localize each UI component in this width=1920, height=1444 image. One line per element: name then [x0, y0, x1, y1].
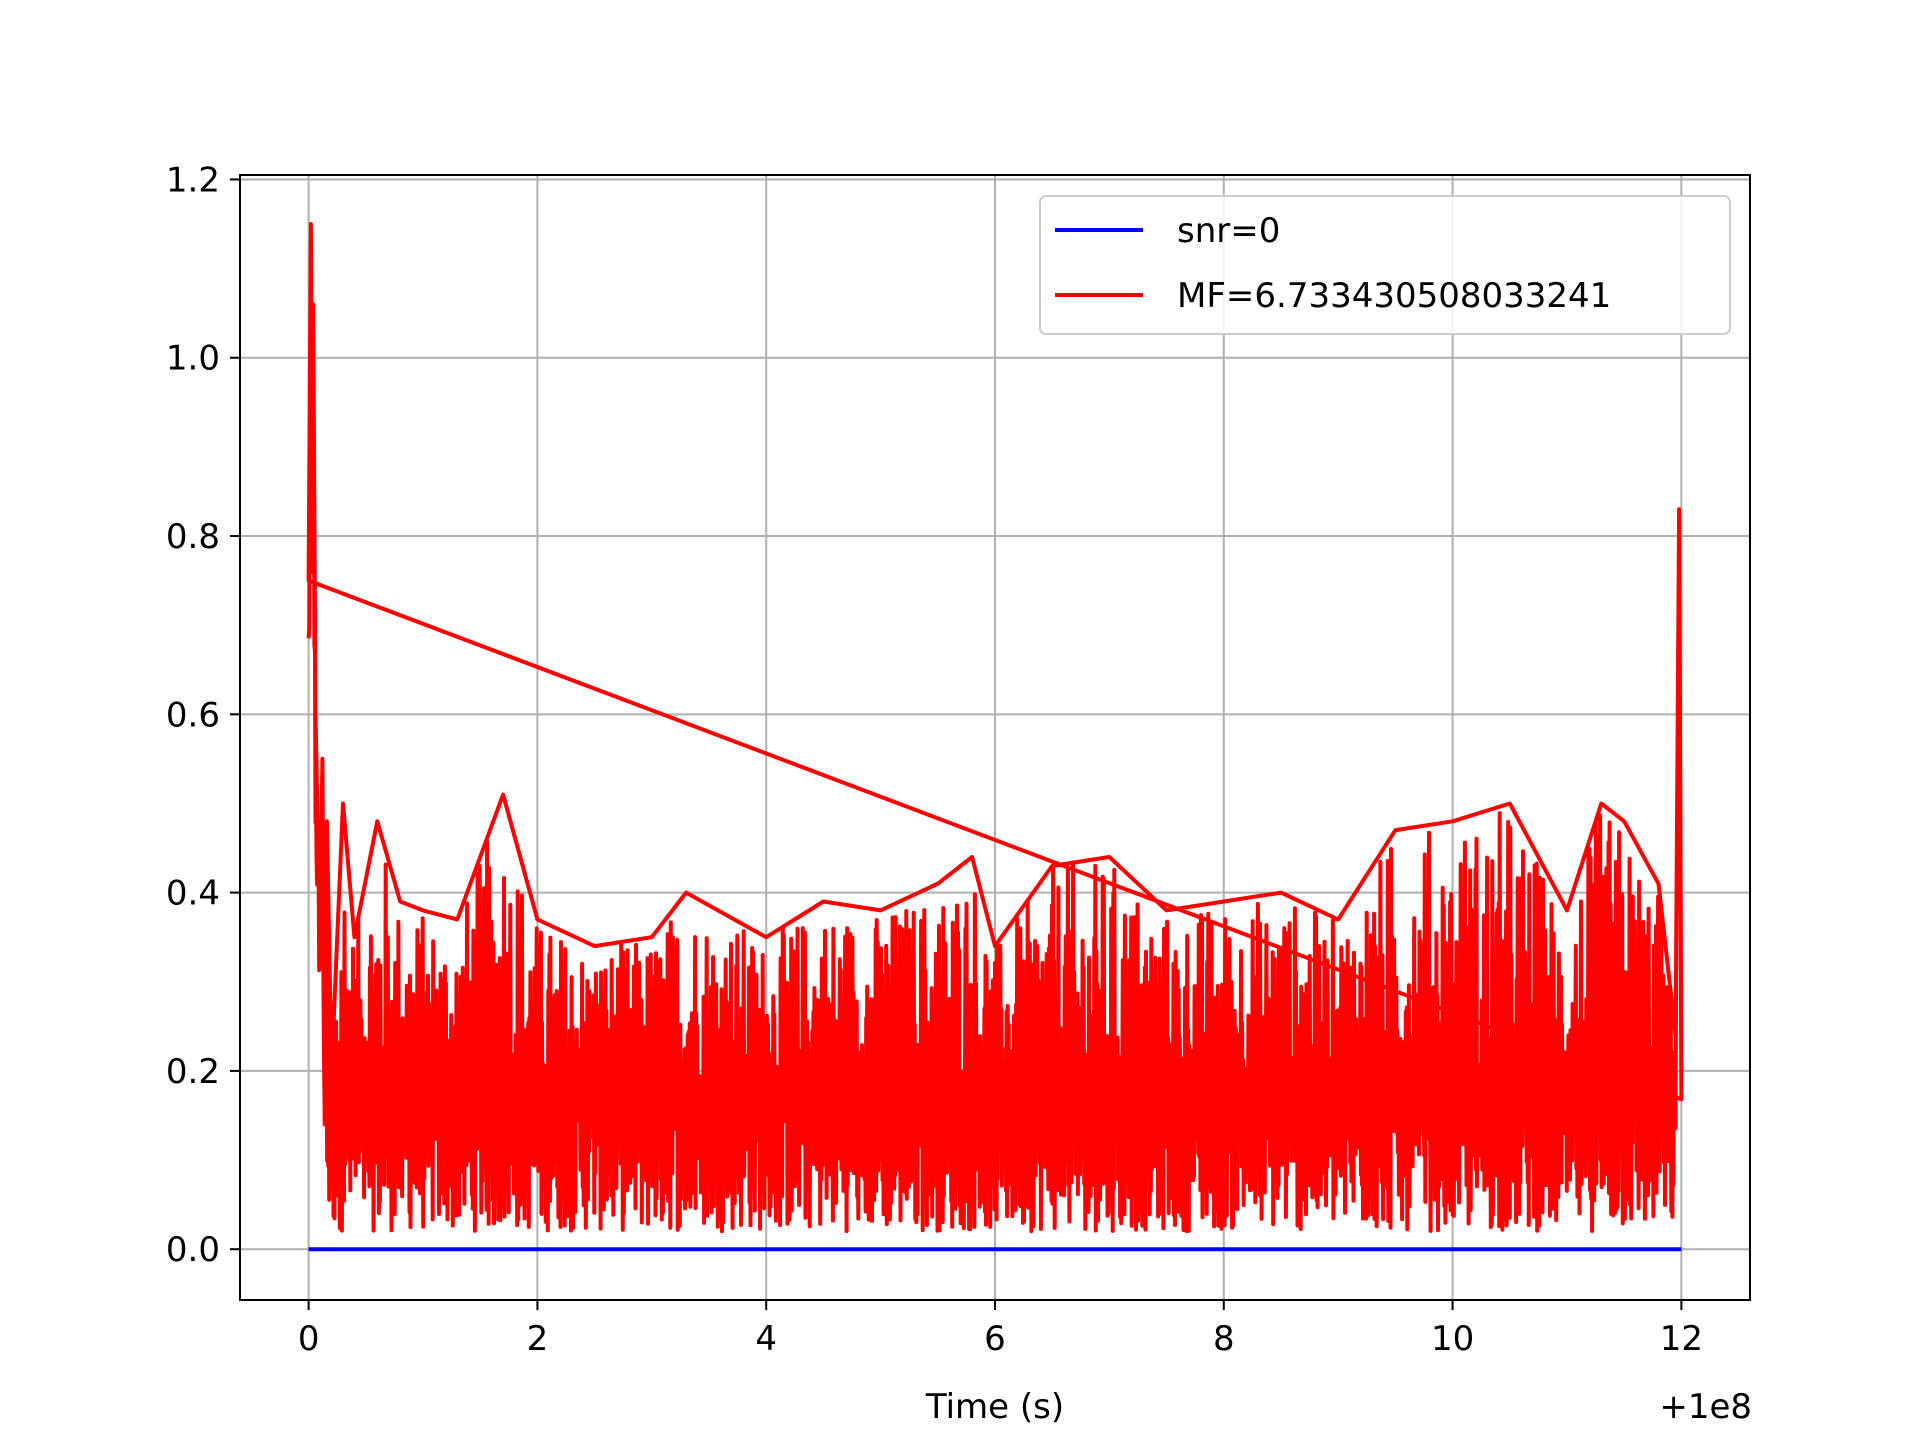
x-tick-label: 10: [1431, 1319, 1474, 1359]
x-axis-offset-label: +1e8: [1659, 1387, 1752, 1427]
x-tick-label: 12: [1660, 1319, 1703, 1359]
y-tick-label: 1.0: [166, 339, 220, 379]
y-tick-label: 0.8: [166, 517, 220, 557]
x-axis: 0 2 4 6 8 10 12: [298, 1300, 1703, 1359]
y-tick-label: 0.4: [166, 874, 220, 914]
legend-box: [1039, 195, 1731, 335]
legend-label-mf: MF=6.733430508033241: [1177, 276, 1611, 316]
y-axis: 0.0 0.2 0.4 0.6 0.8 1.0 1.2: [166, 160, 240, 1270]
series-mf-line: [306, 222, 1684, 1234]
legend: snr=0 MF=6.733430508033241: [1039, 195, 1731, 335]
x-tick-label: 0: [298, 1319, 320, 1359]
plot-area: [306, 222, 1684, 1252]
y-tick-label: 0.2: [166, 1052, 220, 1092]
x-tick-label: 2: [527, 1319, 549, 1359]
x-tick-label: 6: [984, 1319, 1006, 1359]
y-tick-label: 0.0: [166, 1230, 220, 1270]
y-tick-label: 1.2: [166, 160, 220, 200]
x-tick-label: 4: [755, 1319, 777, 1359]
y-tick-label: 0.6: [166, 695, 220, 735]
legend-label-snr: snr=0: [1177, 211, 1280, 251]
x-tick-label: 8: [1213, 1319, 1235, 1359]
x-axis-label: Time (s): [925, 1387, 1064, 1427]
